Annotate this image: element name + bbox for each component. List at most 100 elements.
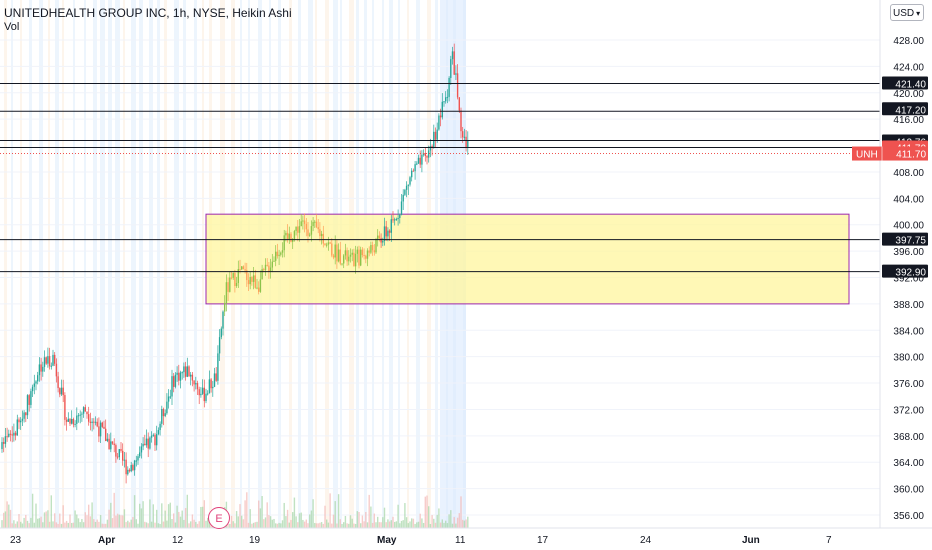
price-tick-label: 376.00	[893, 379, 924, 390]
candle-body	[212, 386, 214, 389]
volume-bar	[198, 521, 200, 528]
volume-bar	[448, 514, 450, 528]
candle-body	[275, 251, 277, 261]
candle-body	[176, 372, 178, 375]
volume-bar	[3, 512, 5, 528]
candle-body	[14, 432, 17, 436]
volume-bar	[399, 523, 401, 528]
candle-body	[9, 433, 12, 435]
volume-bar	[312, 499, 314, 528]
candle-body	[130, 465, 132, 472]
candle-body	[135, 460, 137, 462]
candle-body	[31, 386, 34, 392]
candle-body	[145, 438, 148, 446]
volume-bar	[9, 509, 12, 528]
candle-body	[390, 219, 392, 233]
session-band	[149, 0, 153, 528]
candle-body	[428, 150, 430, 158]
candle-body	[218, 337, 221, 354]
candle-body	[98, 426, 100, 437]
volume-bar	[195, 521, 197, 528]
candle-body	[383, 226, 386, 241]
time-tick-label: 19	[249, 535, 261, 546]
candle-body	[269, 267, 272, 272]
volume-bar	[358, 512, 360, 528]
price-tick-label: 428.00	[893, 36, 924, 47]
volume-bar	[455, 523, 457, 528]
volume-bar	[173, 513, 175, 528]
candle-body	[67, 418, 69, 422]
candle-body	[40, 364, 42, 372]
volume-bar	[108, 509, 110, 528]
candle-body	[43, 357, 46, 367]
volume-bar	[297, 522, 299, 528]
candle-body	[405, 185, 408, 190]
volume-bar	[460, 496, 462, 528]
volume-bar	[101, 523, 103, 528]
candle-body	[366, 250, 369, 259]
candle-body	[86, 411, 88, 415]
currency-button[interactable]: USD ▾	[890, 4, 924, 21]
volume-bar	[237, 516, 239, 528]
candle-body	[18, 419, 20, 423]
session-band	[11, 0, 13, 528]
candle-body	[337, 249, 340, 262]
volume-bar	[122, 515, 124, 528]
candle-body	[414, 164, 416, 172]
volume-bar	[326, 519, 328, 528]
volume-bar	[266, 502, 268, 528]
session-band	[202, 0, 204, 528]
volume-bar	[133, 495, 136, 528]
candle-body	[259, 279, 262, 292]
volume-bar	[4, 511, 7, 528]
candle-body	[47, 356, 49, 364]
candle-body	[198, 389, 200, 396]
candle-body	[329, 242, 331, 244]
candle-body	[268, 265, 270, 272]
volume-bar	[451, 523, 454, 528]
price-tick-label: 364.00	[893, 458, 924, 469]
candle-body	[103, 426, 105, 429]
candle-body	[79, 414, 81, 416]
volume-bar	[392, 516, 394, 528]
volume-bar	[26, 520, 29, 528]
volume-bar	[394, 521, 396, 528]
candle-body	[254, 275, 256, 288]
volume-bar	[361, 515, 364, 528]
candle-body	[412, 170, 415, 172]
candle-body	[227, 282, 229, 292]
candle-body	[373, 250, 375, 253]
candle-body	[266, 264, 268, 266]
price-tick-label: 400.00	[893, 221, 924, 232]
volume-bar	[412, 518, 415, 528]
candle-body	[152, 434, 154, 436]
price-tick-label: 420.00	[893, 89, 924, 100]
earnings-marker[interactable]: E	[208, 507, 230, 529]
price-tick-label: 368.00	[893, 432, 924, 443]
session-band	[73, 0, 75, 528]
volume-bar	[441, 519, 443, 528]
volume-bar	[205, 520, 207, 528]
volume-bar	[258, 500, 260, 528]
candle-body	[167, 396, 170, 402]
candle-body	[341, 263, 343, 265]
candle-body	[400, 201, 403, 215]
candle-body	[460, 110, 462, 132]
candle-body	[456, 73, 459, 98]
volume-bar	[162, 521, 165, 528]
candle-body	[363, 255, 365, 257]
candle-body	[317, 227, 319, 230]
level-tag	[882, 102, 928, 116]
volume-bar	[329, 493, 331, 528]
volume-bar	[37, 518, 39, 528]
volume-bar	[89, 516, 92, 528]
volume-bar	[349, 515, 352, 528]
candle-body	[417, 157, 420, 164]
candle-body	[224, 303, 226, 312]
volume-bar	[269, 516, 272, 528]
candle-body	[113, 443, 115, 446]
candle-body	[354, 253, 357, 267]
volume-bar	[395, 521, 398, 528]
volume-bar	[40, 516, 42, 528]
